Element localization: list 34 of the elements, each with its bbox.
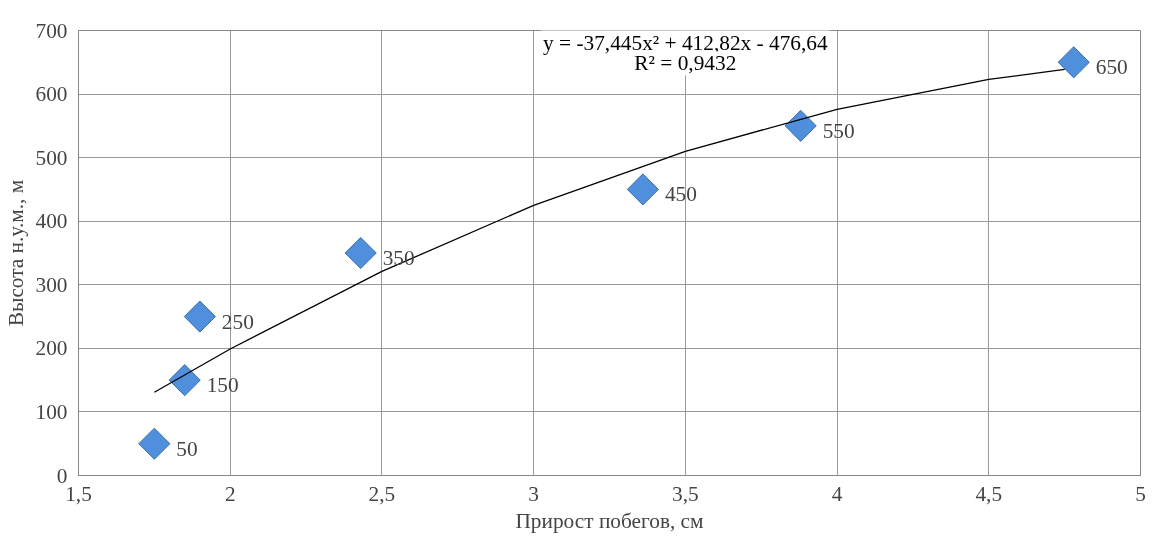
point [1057,46,1090,79]
y-tick-label: 500 [35,145,68,170]
y-tick-label: 0 [56,463,68,488]
annotation: y = -37,445x² + 412,82x - 476,64 [543,30,828,55]
y-axis-title: Высота н.у.м., м [3,179,28,327]
x-tick-label: 4 [831,481,843,506]
x-axis-title: Прирост побегов, см [515,508,704,533]
point [784,109,817,142]
data-label: 150 [206,373,239,398]
x-tick-label: 2,5 [368,481,396,506]
x-tick-label: 1,5 [65,481,92,506]
point [626,173,659,206]
data-label: 450 [664,182,697,207]
y-tick-label: 600 [35,82,68,107]
data-label: 350 [382,246,415,270]
data-label: 650 [1095,55,1128,80]
point [183,300,216,333]
x-tick-label: 4,5 [975,481,1003,506]
y-tick-label: 700 [35,18,68,43]
data-label: 550 [822,118,855,143]
point [138,427,171,460]
point [168,364,201,397]
y-tick-label: 200 [35,336,68,361]
data-label: 50 [176,436,198,461]
x-tick-label: 5 [1135,481,1146,506]
y-tick-label: 300 [35,272,68,297]
x-tick-label: 3,5 [672,481,699,506]
data-label: 250 [221,309,254,334]
annotation: R² = 0,9432 [634,51,737,76]
point [344,236,377,270]
x-tick-label: 2 [224,481,236,506]
y-tick-label: 400 [35,209,68,234]
x-tick-label: 3 [528,481,539,506]
y-tick-label: 100 [35,399,68,424]
